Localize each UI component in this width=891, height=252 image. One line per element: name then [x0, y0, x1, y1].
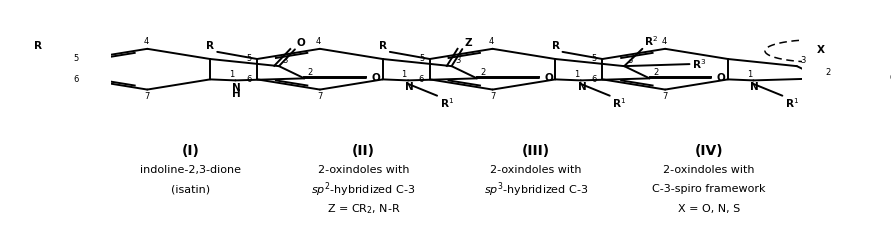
Text: $\mathit{sp}^3$-hybridized C-3: $\mathit{sp}^3$-hybridized C-3 [484, 180, 588, 199]
Text: 3: 3 [800, 56, 805, 65]
Text: 2-oxindoles with: 2-oxindoles with [318, 165, 409, 175]
Text: 5: 5 [246, 53, 251, 62]
Text: 5: 5 [74, 53, 79, 62]
Text: O: O [889, 73, 891, 83]
Text: R$^1$: R$^1$ [785, 97, 799, 110]
Text: 1: 1 [229, 70, 234, 79]
Text: 1: 1 [747, 70, 752, 79]
Text: 2: 2 [826, 68, 831, 77]
Text: R: R [552, 41, 560, 51]
Text: 2: 2 [307, 68, 313, 77]
Text: R: R [379, 41, 387, 51]
Text: H: H [233, 88, 241, 99]
Text: 3: 3 [627, 56, 633, 65]
Text: 2: 2 [480, 68, 486, 77]
Text: 2: 2 [653, 68, 658, 77]
Text: Z: Z [464, 38, 472, 48]
Text: 6: 6 [74, 75, 79, 84]
Text: R: R [207, 41, 215, 51]
Text: R$^1$: R$^1$ [440, 97, 454, 110]
Text: Z = CR$_2$, N-R: Z = CR$_2$, N-R [326, 202, 400, 216]
Text: R$^2$: R$^2$ [644, 34, 658, 48]
Text: 1: 1 [574, 70, 579, 79]
Text: $\mathit{sp}^2$-hybridized C-3: $\mathit{sp}^2$-hybridized C-3 [311, 180, 415, 199]
Text: N: N [577, 82, 586, 92]
Text: O: O [716, 73, 725, 83]
Text: (IV): (IV) [694, 144, 723, 158]
Text: C-3-spiro framework: C-3-spiro framework [652, 184, 765, 194]
Text: O: O [372, 73, 380, 83]
Text: 4: 4 [316, 38, 321, 46]
Text: O: O [297, 39, 306, 48]
Text: 7: 7 [144, 92, 150, 101]
Text: 7: 7 [490, 92, 495, 101]
Text: 4: 4 [661, 38, 666, 46]
Text: O: O [544, 73, 552, 83]
Text: (I): (I) [182, 144, 200, 158]
Text: X: X [817, 45, 825, 55]
Text: 6: 6 [419, 75, 424, 84]
Text: (isatin): (isatin) [171, 184, 210, 194]
Text: indoline-2,3-dione: indoline-2,3-dione [140, 165, 241, 175]
Text: 6: 6 [246, 75, 251, 84]
Text: R$^3$: R$^3$ [692, 57, 707, 71]
Text: N: N [405, 82, 413, 92]
Text: 2-oxindoles with: 2-oxindoles with [490, 165, 582, 175]
Text: X = O, N, S: X = O, N, S [677, 204, 740, 214]
Text: 7: 7 [663, 92, 668, 101]
Text: R$^1$: R$^1$ [612, 97, 626, 110]
Text: N: N [750, 82, 759, 92]
Text: N: N [233, 83, 241, 93]
Text: 4: 4 [488, 38, 494, 46]
Text: 1: 1 [402, 70, 406, 79]
Text: 6: 6 [592, 75, 597, 84]
Text: 3: 3 [455, 56, 461, 65]
Text: 3: 3 [282, 56, 288, 65]
Text: R: R [34, 41, 42, 51]
Text: 5: 5 [592, 53, 597, 62]
Text: 2-oxindoles with: 2-oxindoles with [663, 165, 755, 175]
Text: (II): (II) [352, 144, 375, 158]
Text: 4: 4 [143, 38, 149, 46]
Text: (III): (III) [522, 144, 550, 158]
Text: 5: 5 [419, 53, 424, 62]
Text: 7: 7 [317, 92, 323, 101]
